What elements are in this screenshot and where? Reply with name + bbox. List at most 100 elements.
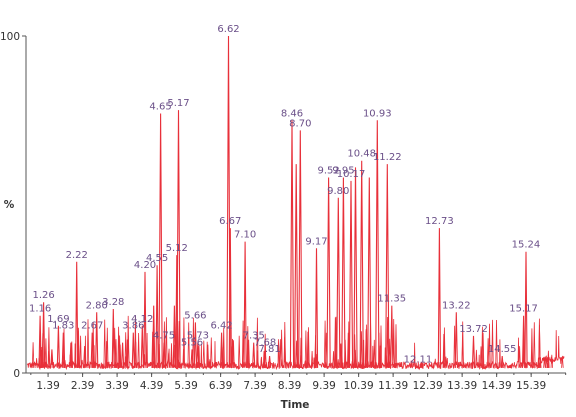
- peak-label: 11.22: [373, 152, 402, 163]
- peak: [359, 160, 364, 368]
- x-tick-label: 10.39: [344, 380, 374, 392]
- peak-label: 4.12: [131, 314, 153, 325]
- x-tick-label: 1.39: [36, 380, 59, 392]
- peak: [289, 120, 295, 368]
- minor-peak: [170, 343, 173, 368]
- peak: [131, 332, 135, 368]
- minor-peak: [137, 332, 140, 368]
- minor-peak: [106, 327, 109, 368]
- peak: [375, 120, 380, 368]
- peak: [120, 342, 125, 368]
- peak-label: 9.17: [305, 236, 327, 247]
- peak: [314, 248, 319, 368]
- peak: [38, 315, 42, 368]
- peak: [176, 110, 181, 368]
- peak: [390, 305, 394, 368]
- peak: [193, 322, 198, 368]
- peak: [353, 167, 358, 368]
- minor-peak: [547, 350, 550, 368]
- peak-label: 1.26: [32, 290, 54, 301]
- peak: [56, 325, 61, 368]
- minor-peak: [124, 332, 127, 368]
- peak-label: 15.17: [509, 304, 538, 315]
- minor-peak: [103, 319, 106, 368]
- peak-label: 12.11: [404, 354, 433, 365]
- peak-label: 1.16: [29, 304, 51, 315]
- peak-label: 3.86: [122, 321, 144, 332]
- peak: [75, 261, 79, 368]
- x-tick-label: 8.39: [278, 380, 301, 392]
- minor-peak: [347, 332, 350, 368]
- peak-label: 5.56: [181, 337, 203, 348]
- minor-peak: [246, 326, 249, 368]
- minor-peak: [222, 327, 225, 368]
- trace-layer: [26, 35, 565, 371]
- minor-peak: [79, 335, 82, 368]
- peak: [172, 305, 177, 368]
- minor-peak: [260, 357, 263, 368]
- peak: [219, 332, 224, 368]
- peak-label-layer: 1.16 1.26 1.691.83 2.22 2.67 2.803.28 3.864.12…: [29, 24, 540, 365]
- minor-peak: [232, 340, 235, 368]
- peak: [437, 228, 442, 368]
- peak-label: 7.68: [254, 337, 276, 348]
- minor-peak: [202, 340, 205, 368]
- peak-label: 10.48: [347, 149, 376, 160]
- minor-peak: [545, 355, 548, 368]
- minor-peak: [280, 329, 283, 368]
- minor-peak: [373, 339, 376, 368]
- minor-peak: [495, 319, 498, 368]
- minor-peak: [47, 350, 51, 368]
- x-tick-label: 12.39: [413, 380, 443, 392]
- y-tick-label: 0: [13, 368, 20, 380]
- peak-label: 2.22: [66, 250, 88, 261]
- peak-label: 6.62: [217, 24, 239, 35]
- peak-label: 11.35: [377, 294, 406, 305]
- peak-label: 6.67: [219, 216, 241, 227]
- peak: [61, 332, 65, 368]
- peak-label: 15.24: [512, 240, 541, 251]
- peak: [143, 271, 147, 368]
- minor-peak: [491, 319, 494, 368]
- peak-label: 10.93: [363, 108, 392, 119]
- minor-peak: [192, 317, 195, 368]
- axis-layer: 1.39 2.39 3.39 4.39 5.39 6.39 7.39 8.39 9.39 10.3…: [0, 31, 567, 392]
- peak-label: 7.10: [234, 230, 256, 241]
- minor-peak: [539, 357, 542, 368]
- minor-peak: [119, 344, 122, 368]
- peak: [69, 342, 73, 368]
- peak-label: 13.22: [442, 300, 471, 311]
- minor-peak: [35, 358, 38, 368]
- minor-peak: [392, 318, 395, 368]
- minor-peak: [165, 317, 168, 368]
- minor-peak: [332, 351, 335, 368]
- peak-label: 9.52: [317, 166, 339, 177]
- minor-peak: [167, 353, 170, 368]
- peak: [385, 164, 390, 368]
- minor-peak: [306, 331, 310, 368]
- peak: [416, 365, 420, 369]
- peak: [90, 332, 94, 368]
- x-tick-label: 7.39: [243, 380, 266, 392]
- peak: [152, 305, 156, 368]
- peak: [111, 308, 115, 368]
- peak: [263, 349, 267, 368]
- minor-peak: [182, 317, 186, 368]
- peak-label: 4.65: [149, 102, 171, 113]
- minor-peak: [461, 321, 464, 368]
- peak: [267, 356, 272, 368]
- minor-peak: [518, 346, 521, 368]
- peak: [521, 315, 526, 368]
- minor-peak: [337, 359, 340, 368]
- peak-label: 2.67: [81, 321, 103, 332]
- minor-peak: [283, 321, 286, 368]
- peak: [524, 251, 528, 368]
- peak: [243, 241, 247, 368]
- minor-peak: [208, 359, 211, 368]
- minor-peak: [443, 327, 446, 368]
- peak-label: 14.55: [488, 344, 517, 355]
- peak: [298, 130, 303, 368]
- minor-peak: [386, 316, 389, 368]
- peak-label: 13.72: [459, 324, 488, 335]
